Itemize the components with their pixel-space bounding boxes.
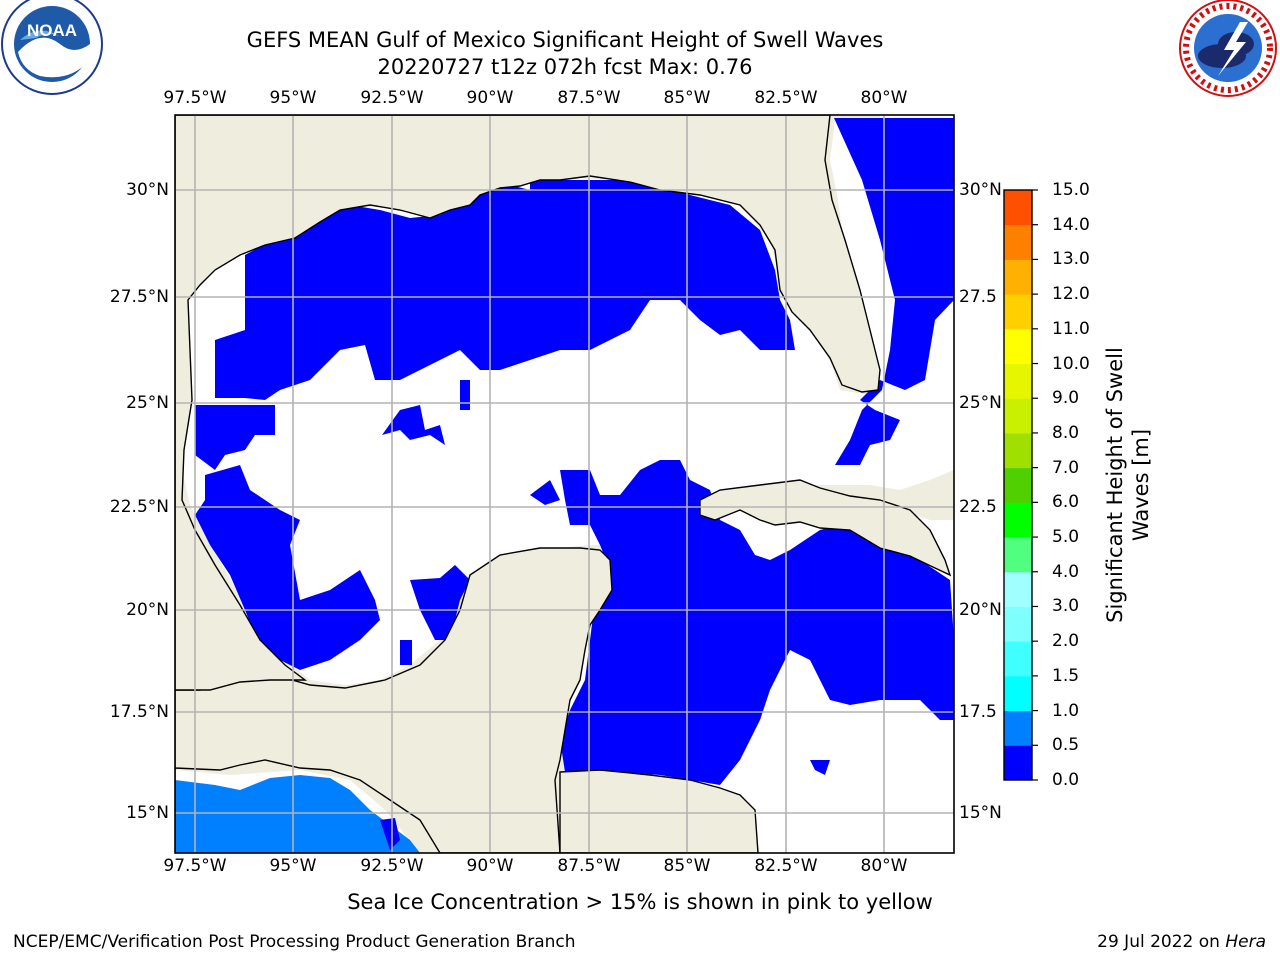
lat-label-left: 20°N — [126, 600, 169, 620]
map-canvas — [175, 115, 954, 853]
colorbar-tick-label: 9.0 — [1052, 388, 1080, 409]
colorbar-segment — [1004, 190, 1032, 226]
lon-label-top: 92.5°W — [360, 88, 424, 108]
lat-label-left: 15°N — [126, 803, 169, 823]
colorbar-segment — [1004, 467, 1032, 503]
lat-label-right: 20°N — [959, 600, 1002, 620]
lat-label-right: 15°N — [959, 803, 1002, 823]
colorbar-segment — [1004, 537, 1032, 573]
lon-label-top: 90°W — [466, 88, 514, 108]
land-masses — [175, 115, 952, 853]
sea-ice-note: Sea Ice Concentration > 15% is shown in … — [347, 890, 933, 914]
date-text: 29 Jul 2022 on — [1097, 932, 1226, 952]
lon-label-top: 97.5°W — [163, 88, 227, 108]
swell-0-0.5m — [195, 118, 954, 785]
colorbar-segment — [1004, 571, 1032, 607]
colorbar-tick-label: 2.0 — [1052, 631, 1080, 652]
lon-label-bottom: 90°W — [466, 856, 514, 876]
colorbar-tick-label: 15.0 — [1052, 180, 1090, 200]
colorbar-label: Significant Height of Swell Waves [m] — [1103, 347, 1153, 623]
colorbar-segment — [1004, 606, 1032, 642]
colorbar-tick-label: 6.0 — [1052, 492, 1080, 513]
lon-label-bottom: 95°W — [269, 856, 317, 876]
colorbar-segment — [1004, 502, 1032, 538]
colorbar-tick-label: 4.0 — [1052, 561, 1080, 582]
map-frame — [174, 114, 955, 854]
colorbar-tick-label: 1.5 — [1052, 665, 1080, 686]
colorbar-tick-label: 10.0 — [1052, 353, 1090, 374]
colorbar-segment — [1004, 745, 1032, 781]
lat-label-right: 25°N — [959, 393, 1002, 413]
colorbar-tick-label: 13.0 — [1052, 249, 1090, 270]
lon-label-bottom: 92.5°W — [360, 856, 424, 876]
colorbar-tick-label: 0.5 — [1052, 735, 1080, 756]
lat-label-left: 27.5°N — [109, 287, 169, 307]
lat-label-left: 30°N — [126, 180, 169, 200]
colorbar-segment — [1004, 224, 1032, 260]
lat-label-right: 17.5 — [959, 702, 997, 722]
colorbar-tick-label: 11.0 — [1052, 318, 1090, 339]
lon-label-top: 87.5°W — [557, 88, 621, 108]
lat-label-left: 22.5°N — [109, 497, 169, 517]
lon-label-top: 80°W — [860, 88, 908, 108]
date-stamp: 29 Jul 2022 on Hera — [1097, 932, 1266, 952]
colorbar-tick-label: 1.0 — [1052, 700, 1080, 721]
colorbar-tick-label: 3.0 — [1052, 596, 1080, 617]
colorbar-tick-label: 0.0 — [1052, 770, 1080, 790]
colorbar-tick-label: 5.0 — [1052, 527, 1080, 548]
chart-subtitle: 20220727 t12z 072h fcst Max: 0.76 — [377, 55, 753, 79]
colorbar-tick-label: 7.0 — [1052, 457, 1080, 478]
credit-text: NCEP/EMC/Verification Post Processing Pr… — [13, 932, 576, 952]
colorbar-segment — [1004, 398, 1032, 434]
chart-title: GEFS MEAN Gulf of Mexico Significant Hei… — [246, 28, 884, 52]
lon-label-bottom: 85°W — [663, 856, 711, 876]
colorbar-frame — [1003, 189, 1033, 781]
lon-label-top: 82.5°W — [754, 88, 818, 108]
colorbar — [1003, 189, 1038, 781]
colorbar-segment — [1004, 710, 1032, 746]
colorbar-segment — [1004, 259, 1032, 295]
lat-label-right: 22.5 — [959, 497, 997, 517]
colorbar-tick-label: 8.0 — [1052, 422, 1080, 443]
lat-label-left: 17.5°N — [109, 702, 169, 722]
lat-label-right: 30°N — [959, 180, 1002, 200]
colorbar-segment — [1004, 432, 1032, 469]
lon-label-bottom: 82.5°W — [754, 856, 818, 876]
colorbar-segment — [1004, 294, 1032, 330]
swell-0.5-1m — [175, 775, 420, 853]
lon-label-bottom: 97.5°W — [163, 856, 227, 876]
lon-label-bottom: 80°W — [860, 856, 908, 876]
colorbar-tick-label: 12.0 — [1052, 284, 1090, 305]
colorbar-tick-label: 14.0 — [1052, 214, 1090, 235]
noaa-logo: NOAA — [1, 0, 103, 95]
colorbar-segment — [1004, 675, 1032, 712]
lon-label-bottom: 87.5°W — [557, 856, 621, 876]
nws-logo — [1179, 0, 1277, 97]
lat-label-right: 27.5 — [959, 287, 997, 307]
noaa-logo-text: NOAA — [27, 21, 77, 40]
colorbar-segment — [1004, 641, 1032, 677]
graticule — [175, 115, 954, 853]
colorbar-segment — [1004, 328, 1032, 365]
lon-label-top: 95°W — [269, 88, 317, 108]
lat-label-left: 25°N — [126, 393, 169, 413]
host-name: Hera — [1225, 932, 1266, 952]
lon-label-top: 85°W — [663, 88, 711, 108]
colorbar-segment — [1004, 363, 1032, 399]
